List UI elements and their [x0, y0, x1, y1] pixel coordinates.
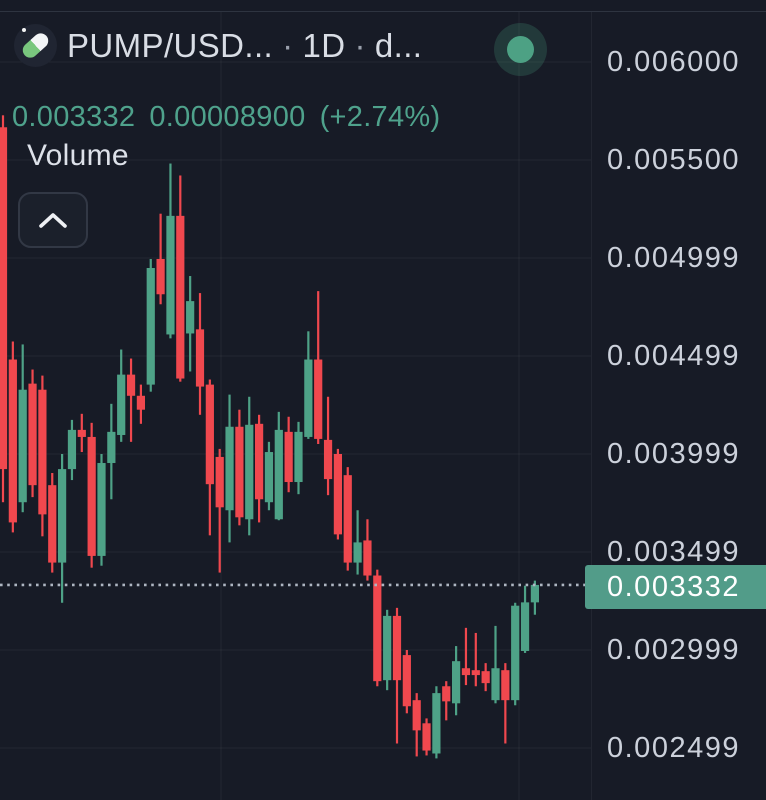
- candle: [176, 175, 185, 382]
- price-change-pct: (+2.74%): [319, 101, 441, 133]
- title-separator: ·: [282, 26, 294, 64]
- token-logo-icon: [494, 23, 547, 76]
- candle: [146, 258, 155, 392]
- price-axis-label: 0.006000: [607, 46, 740, 78]
- price-axis-label: 0.002499: [607, 732, 740, 764]
- price-axis-label: 0.004499: [607, 340, 740, 372]
- price-axis-label: 0.002999: [607, 634, 740, 666]
- candle: [373, 569, 382, 687]
- candle: [205, 379, 214, 536]
- candle: [343, 467, 352, 571]
- candle: [225, 394, 234, 543]
- price-axis-label: 0.003999: [607, 438, 740, 470]
- volume-collapse-button[interactable]: [18, 192, 88, 248]
- candle: [432, 686, 441, 759]
- price-axis-label: 0.005500: [607, 144, 740, 176]
- candle: [353, 510, 362, 575]
- candle: [294, 421, 303, 495]
- candle: [363, 519, 372, 581]
- candle: [87, 422, 96, 568]
- price-axis-label: 0.003499: [607, 536, 740, 568]
- candle: [491, 625, 500, 704]
- candle: [471, 632, 480, 687]
- symbol-header[interactable]: PUMP/USD... · 1D · d...: [14, 24, 422, 67]
- candle: [58, 454, 67, 603]
- candle: [166, 163, 175, 339]
- candle: [461, 627, 471, 686]
- current-price-badge: 0.003332: [585, 564, 766, 609]
- candle: [38, 375, 47, 537]
- candle: [520, 585, 530, 653]
- candle: [442, 681, 451, 721]
- candle: [402, 650, 411, 714]
- candle: [422, 718, 431, 756]
- candle: [117, 349, 126, 442]
- price-axis-label: 0.004999: [607, 242, 740, 274]
- candle: [264, 441, 274, 511]
- volume-pane-label: Volume: [27, 139, 129, 172]
- source-label: d...: [374, 26, 423, 64]
- candle: [383, 609, 392, 691]
- candle: [156, 213, 165, 305]
- token-logo-inner-dot: [507, 36, 534, 63]
- top-divider: [0, 11, 766, 12]
- chevron-up-icon: [39, 213, 67, 228]
- price-axis[interactable]: 0.006000 0.005500 0.004999 0.004499 0.003999…: [591, 12, 766, 800]
- candle: [412, 693, 421, 757]
- pill-icon: [14, 24, 57, 67]
- symbol-title[interactable]: PUMP/USD... · 1D · d...: [67, 27, 422, 65]
- candle: [215, 448, 224, 573]
- symbol-name: PUMP/USD...: [67, 26, 274, 64]
- candle: [501, 663, 510, 744]
- candle: [77, 413, 86, 453]
- candle: [8, 341, 17, 533]
- candle: [48, 473, 57, 573]
- interval-label: 1D: [302, 26, 346, 64]
- candle: [314, 291, 323, 445]
- candle: [0, 115, 8, 503]
- candle: [245, 396, 254, 536]
- candle: [255, 414, 264, 523]
- candle: [511, 602, 520, 706]
- candle: [481, 663, 490, 692]
- candle: [67, 419, 77, 481]
- candle: [392, 607, 402, 744]
- candle: [186, 276, 195, 372]
- axis-separator: [591, 12, 592, 800]
- candle: [126, 358, 136, 442]
- last-price: 0.003332: [12, 101, 136, 133]
- candle: [452, 646, 461, 716]
- candle: [274, 411, 283, 521]
- candle: [195, 293, 205, 415]
- candle: [18, 344, 27, 513]
- candle: [333, 448, 342, 540]
- candle: [304, 331, 313, 439]
- candle: [530, 580, 539, 615]
- price-summary: 0.003332 0.00008900 (+2.74%): [12, 101, 440, 134]
- candle: [97, 454, 106, 566]
- candle: [28, 369, 37, 498]
- title-separator: ·: [354, 26, 366, 64]
- candle: [136, 384, 145, 424]
- candle: [284, 416, 293, 493]
- price-change-abs: 0.00008900: [149, 101, 306, 133]
- candle: [235, 409, 244, 526]
- candle: [107, 403, 116, 500]
- candle: [323, 396, 333, 496]
